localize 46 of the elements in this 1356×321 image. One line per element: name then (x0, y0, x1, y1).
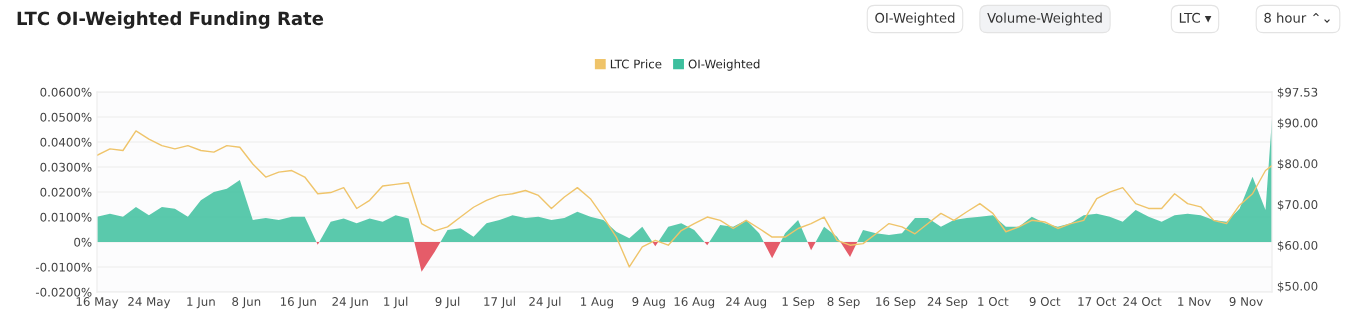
text: Volume-Weighted (987, 12, 1102, 26)
y2-tick-label: $60.00 (1277, 240, 1318, 252)
x-tick-label: 24 May (128, 297, 171, 309)
chart-title: LTC OI-Weighted Funding Rate (17, 11, 324, 29)
y-tick-label: -0.0200% (35, 287, 92, 297)
y-tick-label: 0.0600% (40, 87, 92, 97)
y-tick-label: 0.0300% (40, 162, 92, 172)
x-tick-label: 9 Jul (435, 296, 460, 309)
x-tick-label: 8 Sep (827, 297, 860, 309)
y-tick-label: 0.0200% (40, 187, 92, 197)
x-tick-label: 24 Oct (1123, 297, 1162, 306)
x-tick-label: 17 Oct (1078, 297, 1117, 306)
text: 8 hour ⌃⌄ (1264, 12, 1330, 23)
x-tick-label: 1 Nov (1178, 297, 1211, 306)
y2-tick-label: $50.00 (1277, 281, 1318, 293)
x-tick-label: 1 Oct (978, 297, 1009, 306)
x-tick-label: 8 Jun (232, 297, 261, 309)
x-tick-label: 24 Jul (529, 296, 561, 309)
x-tick-label: 1 Jun (187, 297, 215, 309)
x-tick-label: 24 Sep (927, 297, 968, 309)
x-tick-label: 16 Jun (280, 297, 316, 309)
x-tick-label: 1 Sep (782, 297, 815, 309)
y-tick-label: 0.0500% (40, 112, 92, 122)
x-tick-label: 17 Jul (484, 296, 515, 309)
x-tick-label: 9 Oct (1029, 297, 1061, 306)
x-tick-label: 16 May (76, 297, 119, 309)
legend-label: LTC Price (610, 59, 662, 69)
text: LTC ▾ (1179, 12, 1212, 23)
x-tick-label: 24 Aug (726, 297, 767, 309)
y-tick-label: -0.0100% (35, 262, 92, 272)
x-tick-label: 1 Aug (581, 297, 613, 309)
y-tick-label: 0.0100% (40, 212, 92, 222)
y-tick-label: 0.0400% (40, 137, 92, 147)
y2-tick-label: $97.53 (1277, 87, 1318, 99)
y2-tick-label: $70.00 (1277, 199, 1318, 211)
x-tick-label: 24 Jun (332, 297, 368, 309)
x-tick-label: 16 Sep (876, 297, 916, 309)
y-tick-label: 0% (74, 237, 92, 247)
legend-label: OI-Weighted (688, 59, 760, 71)
y2-tick-label: $80.00 (1277, 159, 1318, 170)
y2-tick-label: $90.00 (1277, 118, 1318, 129)
x-tick-label: 1 Jul (384, 296, 408, 309)
x-tick-label: 16 Aug (674, 297, 715, 309)
x-tick-label: 9 Aug (632, 297, 665, 309)
x-tick-label: 9 Nov (1229, 297, 1263, 306)
text: OI-Weighted (875, 12, 955, 26)
